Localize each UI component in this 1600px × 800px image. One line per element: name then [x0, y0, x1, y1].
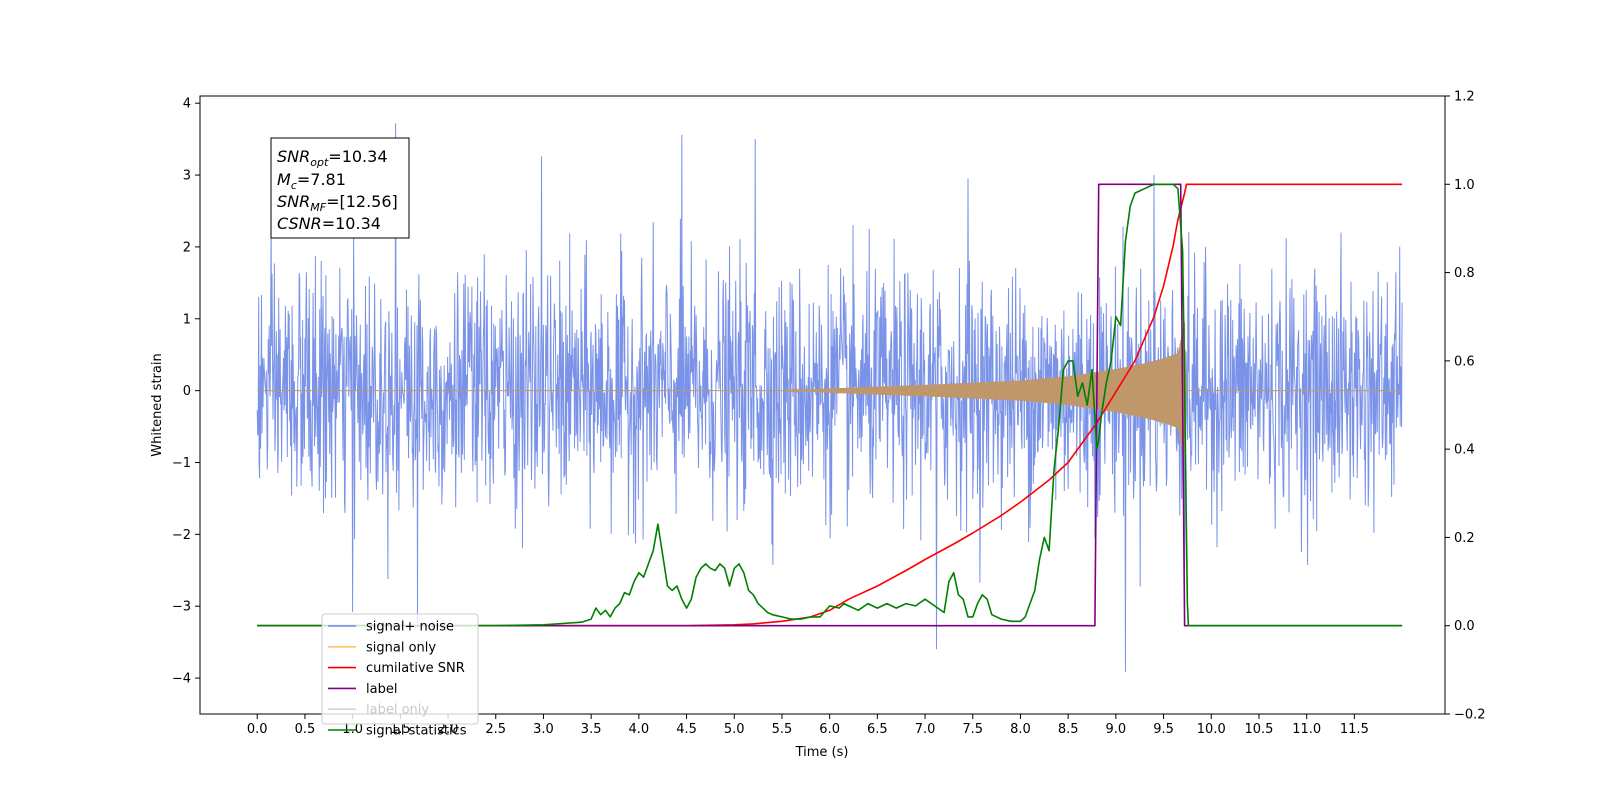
- x-tick-label: 0.5: [295, 722, 316, 737]
- x-tick-label: 10.0: [1197, 722, 1226, 737]
- y-tick-label: 3: [183, 169, 191, 184]
- x-tick-label: 9.0: [1106, 722, 1127, 737]
- x-tick-label: 8.0: [1010, 722, 1031, 737]
- x-tick-label: 1.5: [390, 722, 411, 737]
- legend-box: [321, 613, 479, 725]
- x-tick-label: 6.0: [819, 722, 840, 737]
- y2-tick-label: 0.4: [1454, 443, 1475, 458]
- y-axis-left: 4 3 2 1 0 −1 −2 −3 −4: [172, 97, 200, 687]
- x-tick-label: 3.0: [533, 722, 554, 737]
- x-tick-label: 11.0: [1292, 722, 1321, 737]
- x-tick-label: 4.0: [629, 722, 650, 737]
- legend: signal+ noise signal only cumilative SNR la…: [321, 613, 479, 739]
- y-axis-label: Whitened strain: [150, 353, 165, 456]
- y-axis-right: 1.2 1.0 0.8 0.6 0.4 0.2 0.0 −0.2: [1445, 90, 1486, 723]
- x-axis-label: Time (s): [795, 745, 849, 760]
- snr-mf-text: SNRMF=[12.56]: [277, 192, 398, 214]
- x-tick-label: 11.5: [1340, 722, 1369, 737]
- x-tick-label: 5.0: [724, 722, 745, 737]
- series-signal-plus-noise: [256, 123, 1403, 673]
- snr-opt-text: SNRopt=10.34: [277, 147, 388, 169]
- plot-frame: [199, 95, 1446, 715]
- csnr-text: CSNR=10.34: [277, 214, 381, 233]
- y-tick-label: 1: [183, 312, 191, 327]
- x-tick-label: 2.5: [485, 722, 506, 737]
- series-signal-only: [257, 322, 1403, 458]
- legend-label: label only: [366, 703, 429, 718]
- y2-tick-label: 0.6: [1454, 354, 1475, 369]
- x-tick-label: 10.5: [1244, 722, 1273, 737]
- legend-label: cumilative SNR: [366, 661, 465, 676]
- x-tick-label: 0.0: [247, 722, 268, 737]
- x-tick-label: 2.0: [438, 722, 459, 737]
- x-axis: 0.0 0.5 1.0 1.5 2.0 2.5 3.0 3.5 4.0 4.5 5.0 5.5 6.0 6…: [247, 714, 1369, 737]
- y-tick-label: 0: [183, 384, 191, 399]
- x-tick-label: 7.5: [962, 722, 983, 737]
- x-tick-label: 8.5: [1058, 722, 1079, 737]
- y2-tick-label: 1.2: [1454, 90, 1475, 105]
- y-tick-label: 4: [183, 97, 191, 112]
- x-tick-label: 5.5: [772, 722, 793, 737]
- y-tick-label: −3: [172, 600, 191, 615]
- x-tick-label: 7.0: [915, 722, 936, 737]
- y-tick-label: 2: [183, 240, 191, 255]
- legend-label: signal+ noise: [366, 620, 454, 635]
- legend-label: signal statistics: [366, 724, 467, 739]
- x-tick-label: 3.5: [581, 722, 602, 737]
- metrics-annotation: SNRopt=10.34 Mc=7.81 SNRMF=[12.56] CSNR=…: [270, 137, 410, 239]
- y2-tick-label: 0.0: [1454, 619, 1475, 634]
- y2-tick-label: 1.0: [1454, 178, 1475, 193]
- y-tick-label: −1: [172, 456, 191, 471]
- x-tick-label: 9.5: [1153, 722, 1174, 737]
- y2-tick-label: 0.8: [1454, 266, 1475, 281]
- legend-label: signal only: [366, 640, 436, 655]
- y2-tick-label: −0.2: [1454, 708, 1486, 723]
- legend-label: label: [366, 682, 397, 697]
- series-signal-statistics: [257, 183, 1403, 627]
- y-tick-label: −4: [172, 672, 191, 687]
- annotation-box: [270, 137, 410, 239]
- x-tick-label: 4.5: [676, 722, 697, 737]
- chirp-mass-text: Mc=7.81: [277, 170, 346, 192]
- x-tick-label: 6.5: [867, 722, 888, 737]
- y2-tick-label: 0.2: [1454, 531, 1475, 546]
- series-layer: [256, 123, 1403, 673]
- y-tick-label: −2: [172, 528, 191, 543]
